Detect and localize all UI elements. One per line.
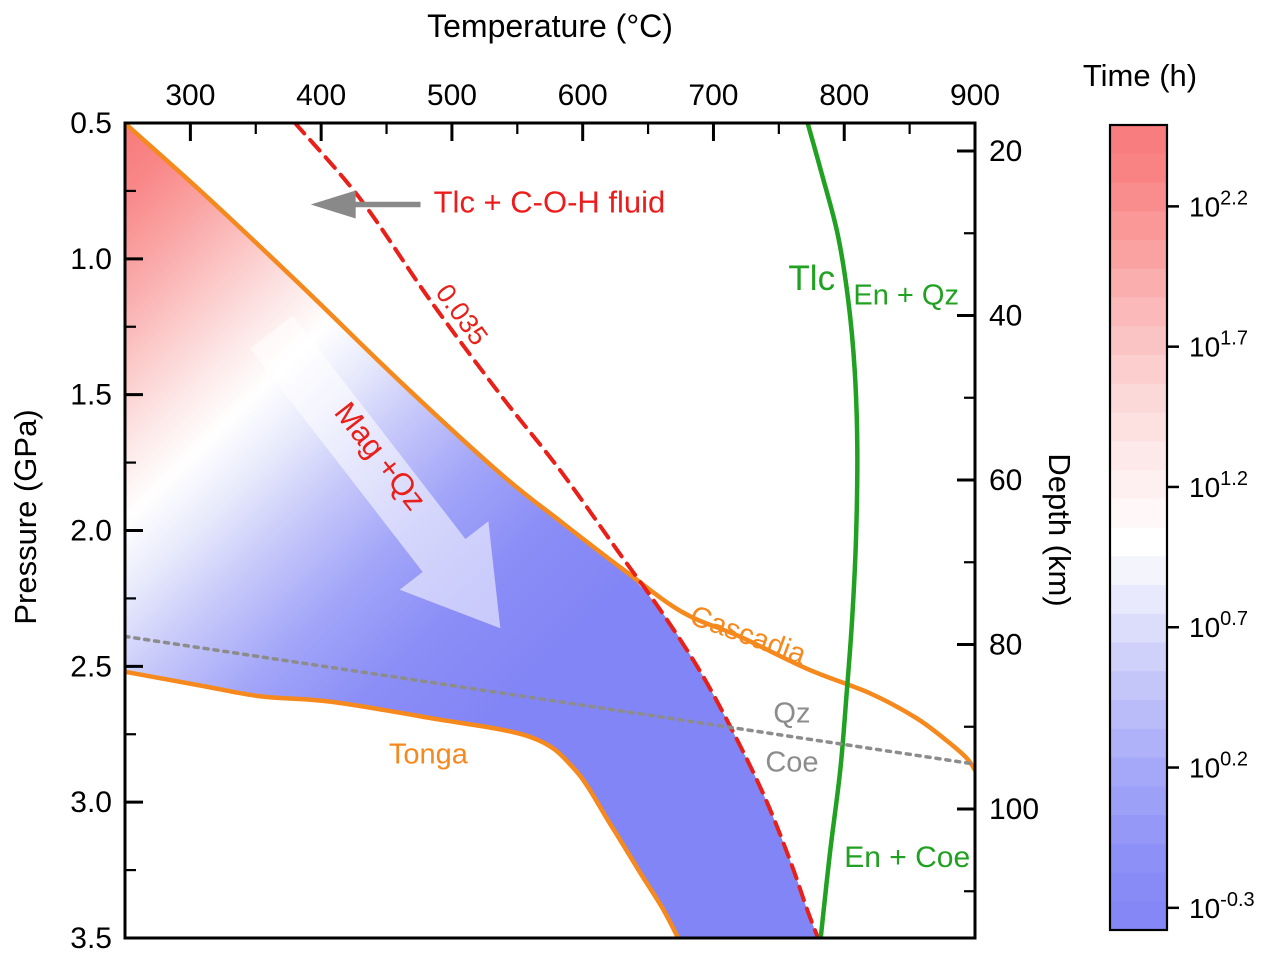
colorbar-band (1110, 498, 1167, 529)
colorbar-tick-label: 101.7 (1189, 328, 1248, 363)
temperature-axis-title: Temperature (°C) (427, 8, 673, 44)
depth-tick-label: 20 (989, 135, 1022, 168)
colorbar-band (1110, 240, 1167, 270)
time-colorbar: 102.2 101.7 101.2 100.7 100.2 10-0.3 (1108, 123, 1255, 932)
label-coe: Coe (765, 747, 818, 779)
colorbar-band (1110, 355, 1167, 385)
colorbar-tick-label: 100.2 (1189, 749, 1248, 784)
pressure-tick-label: 2.5 (70, 650, 112, 683)
colorbar-band (1110, 211, 1167, 241)
colorbar-band (1110, 268, 1167, 299)
label-tonga: Tonga (389, 738, 469, 770)
temperature-tick-label: 500 (427, 79, 477, 112)
tlc-en-qz-boundary-curve (805, 123, 860, 938)
pressure-tick-label: 2.0 (70, 515, 112, 548)
colorbar-band (1110, 613, 1167, 644)
depth-tick-label: 60 (989, 464, 1022, 497)
colorbar-band (1110, 556, 1167, 586)
depth-axis-title: Depth (km) (1042, 453, 1077, 607)
colorbar-band (1110, 297, 1167, 327)
tlc-fluid-direction-arrow (310, 190, 421, 219)
pressure-tick-label: 3.0 (70, 786, 112, 819)
colorbar-band (1110, 125, 1167, 155)
axes-frame (123, 121, 977, 940)
depth-axis-ticks (957, 149, 974, 893)
colorbar-band (1110, 700, 1167, 730)
colorbar-title: Time (h) (1082, 58, 1198, 93)
colorbar-band (1110, 757, 1167, 787)
colorbar-band (1110, 901, 1167, 931)
label-cascadia: Cascadia (686, 600, 811, 672)
label-en-coe: En + Coe (844, 841, 970, 874)
pressure-axis-title: Pressure (GPa) (8, 409, 43, 625)
depth-tick-label: 100 (989, 793, 1039, 826)
mag-qz-block-arrow (250, 315, 501, 629)
cascadia-geotherm-curve (125, 123, 975, 775)
colorbar-tick-label: 100.7 (1189, 608, 1248, 643)
colorbar-tick-label: 101.2 (1189, 468, 1248, 503)
colorbar-band (1110, 153, 1167, 184)
label-tlc: Tlc (788, 259, 835, 298)
pressure-tick-label: 1.5 (70, 379, 112, 412)
temperature-tick-label: 700 (688, 79, 738, 112)
label-tlc-coh-fluid: Tlc + C-O-H fluid (434, 185, 666, 220)
colorbar-band (1110, 326, 1167, 356)
colorbar-tick-label: 102.2 (1189, 187, 1248, 222)
colorbar-band (1110, 383, 1167, 414)
label-en-qz: En + Qz (853, 279, 959, 311)
tonga-geotherm-curve (125, 669, 681, 938)
pressure-tick-label: 1.0 (70, 243, 112, 276)
pressure-axis-ticks (126, 121, 143, 940)
temperature-axis-ticks (188, 124, 977, 141)
depth-tick-label: 80 (989, 629, 1022, 662)
temperature-tick-label: 300 (165, 79, 215, 112)
qz-coe-boundary-curve (125, 634, 975, 766)
pressure-tick-label: 0.5 (70, 107, 112, 140)
colorbar-tick-label: 10-0.3 (1189, 889, 1255, 924)
temperature-tick-label: 400 (296, 79, 346, 112)
label-qz: Qz (773, 698, 810, 730)
tlc-coh-fluid-boundary-curve (293, 123, 821, 938)
colorbar-band (1110, 182, 1167, 212)
arrow-head (310, 190, 356, 219)
colorbar-band (1110, 642, 1167, 672)
colorbar-band (1110, 872, 1167, 902)
temperature-tick-label: 600 (558, 79, 608, 112)
pressure-tick-label: 3.5 (70, 922, 112, 955)
colorbar-band (1110, 527, 1167, 557)
colorbar-band (1110, 671, 1167, 701)
depth-tick-label: 40 (989, 300, 1022, 333)
temperature-tick-label: 900 (950, 79, 1000, 112)
colorbar-band (1110, 585, 1167, 615)
reaction-time-contour-fill (125, 123, 819, 938)
temperature-tick-label: 800 (819, 79, 869, 112)
colorbar-band (1110, 441, 1167, 471)
colorbar-band (1110, 470, 1167, 500)
colorbar-band (1110, 786, 1167, 816)
colorbar-band (1110, 728, 1167, 759)
colorbar-band (1110, 412, 1167, 442)
plot-area (125, 123, 975, 938)
colorbar-band (1110, 815, 1167, 845)
plot-border (123, 121, 977, 940)
colorbar-outline (1108, 123, 1169, 932)
colorbar-band (1110, 843, 1167, 874)
